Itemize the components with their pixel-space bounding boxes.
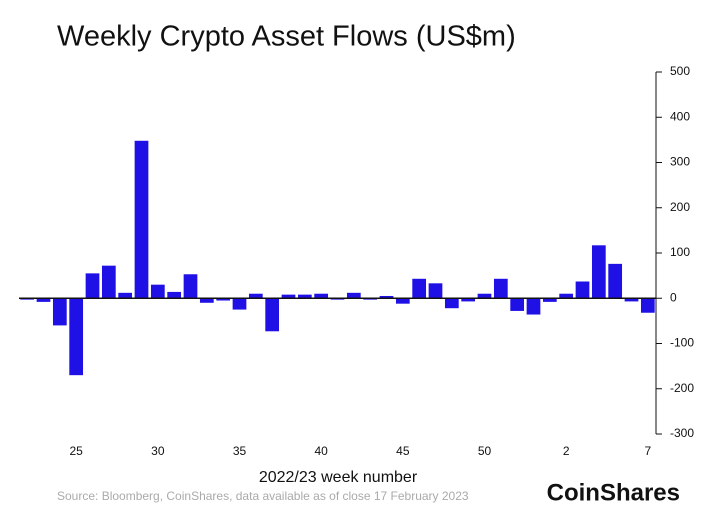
bar [85, 273, 100, 299]
bar [297, 294, 312, 299]
bar [526, 298, 541, 315]
x-tick-label: 35 [233, 444, 247, 458]
bar [591, 245, 606, 299]
y-tick-label: 500 [670, 64, 690, 78]
bar [69, 298, 84, 376]
bar [559, 293, 574, 299]
bar [493, 278, 508, 299]
source-note: Source: Bloomberg, CoinShares, data avai… [57, 489, 469, 503]
bar [428, 283, 443, 299]
chart-title: Weekly Crypto Asset Flows (US$m) [57, 21, 516, 53]
bar [542, 298, 557, 302]
bar [134, 140, 149, 299]
bar [379, 295, 394, 299]
x-tick-label: 25 [69, 444, 83, 458]
bar [265, 298, 280, 332]
bar [640, 298, 655, 313]
bar [510, 298, 525, 311]
bar [52, 298, 67, 326]
y-tick-label: -100 [670, 336, 694, 350]
bar [183, 274, 198, 299]
bar [216, 298, 231, 301]
bar [167, 291, 182, 299]
y-tick-label: -200 [670, 381, 694, 395]
bar [101, 265, 116, 299]
y-tick-label: 0 [670, 290, 677, 304]
x-tick-label: 2 [563, 444, 570, 458]
bar [199, 298, 214, 303]
bar [118, 292, 133, 299]
bar [281, 294, 296, 299]
bar [608, 263, 623, 299]
bar [444, 298, 459, 309]
y-tick-label: -300 [670, 426, 694, 440]
x-tick-label: 7 [644, 444, 651, 458]
x-tick-label: 45 [396, 444, 410, 458]
brand-logo: CoinShares [547, 479, 680, 506]
bar [150, 284, 165, 299]
x-tick-label: 40 [314, 444, 328, 458]
bar [36, 298, 51, 302]
x-tick-label: 30 [151, 444, 165, 458]
y-tick-label: 100 [670, 245, 690, 259]
y-tick-label: 400 [670, 109, 690, 123]
bar [346, 292, 361, 299]
bar [412, 278, 427, 299]
bar [461, 298, 476, 302]
x-tick-label: 50 [478, 444, 492, 458]
y-tick-label: 300 [670, 155, 690, 169]
bar [395, 298, 410, 304]
bar [314, 293, 329, 299]
y-tick-label: 200 [670, 200, 690, 214]
bar [232, 298, 247, 310]
bar [477, 293, 492, 299]
bar [575, 281, 590, 299]
bar [624, 298, 639, 302]
x-axis-label: 2022/23 week number [259, 469, 418, 486]
bar [248, 293, 263, 299]
